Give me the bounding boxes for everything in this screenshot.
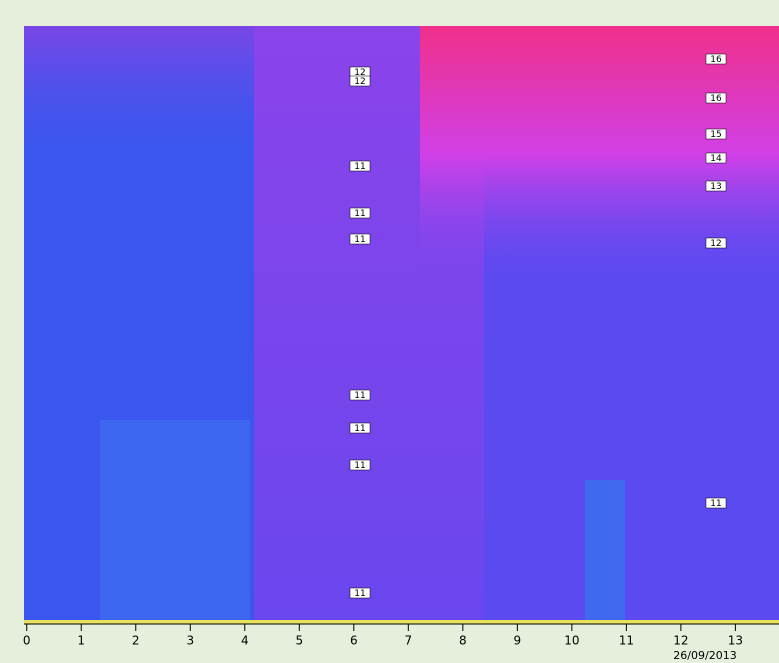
contour-label: 11 [354, 209, 365, 219]
contour-label-box [705, 152, 727, 164]
contour-label: 11 [354, 589, 365, 599]
x-tick-label: 13 [728, 634, 743, 648]
contour-label-box [705, 53, 727, 65]
contour-label: 12 [710, 239, 721, 249]
x-tick-label: 8 [459, 634, 467, 648]
contour-label: 11 [354, 461, 365, 471]
contour-label: 12 [354, 77, 365, 87]
x-tick-label: 3 [186, 634, 194, 648]
region [585, 480, 625, 620]
contour-label-box [349, 233, 371, 245]
contour-label: 11 [354, 424, 365, 434]
contour-label-box [349, 587, 371, 599]
x-tick-label: 0 [23, 634, 31, 648]
contour-label-box [349, 459, 371, 471]
x-tick-label: 11 [619, 634, 634, 648]
x-tick-label: 2 [132, 634, 140, 648]
region [100, 420, 250, 620]
x-tick-label: 6 [350, 634, 358, 648]
date-label: 26/09/2013 [673, 649, 736, 662]
x-tick-label: 5 [295, 634, 303, 648]
contour-label-box [705, 180, 727, 192]
contour-label: 11 [354, 235, 365, 245]
contour-label: 16 [710, 55, 722, 65]
x-tick-label: 7 [404, 634, 412, 648]
x-tick-label: 9 [514, 634, 522, 648]
contour-label-box [349, 207, 371, 219]
contour-label: 16 [710, 94, 722, 104]
contour-label: 14 [710, 154, 722, 164]
contour-label-box [705, 92, 727, 104]
axis-bar [24, 620, 779, 624]
contour-label-box [349, 389, 371, 401]
contour-label: 11 [354, 391, 365, 401]
x-tick-label: 1 [77, 634, 85, 648]
contour-label-box [349, 160, 371, 172]
contour-label: 12 [354, 68, 365, 78]
contour-label: 13 [710, 182, 721, 192]
contour-label: 11 [710, 499, 721, 509]
x-tick-label: 4 [241, 634, 249, 648]
x-tick-label: 12 [673, 634, 688, 648]
region [24, 26, 254, 151]
contour-label: 11 [354, 162, 365, 172]
x-tick-label: 10 [564, 634, 579, 648]
contour-label-box [349, 75, 371, 87]
contour-label-box [705, 237, 727, 249]
contour-label-box [705, 497, 727, 509]
contour-label: 15 [710, 130, 721, 140]
contour-label-box [705, 128, 727, 140]
contour-label-box [349, 422, 371, 434]
